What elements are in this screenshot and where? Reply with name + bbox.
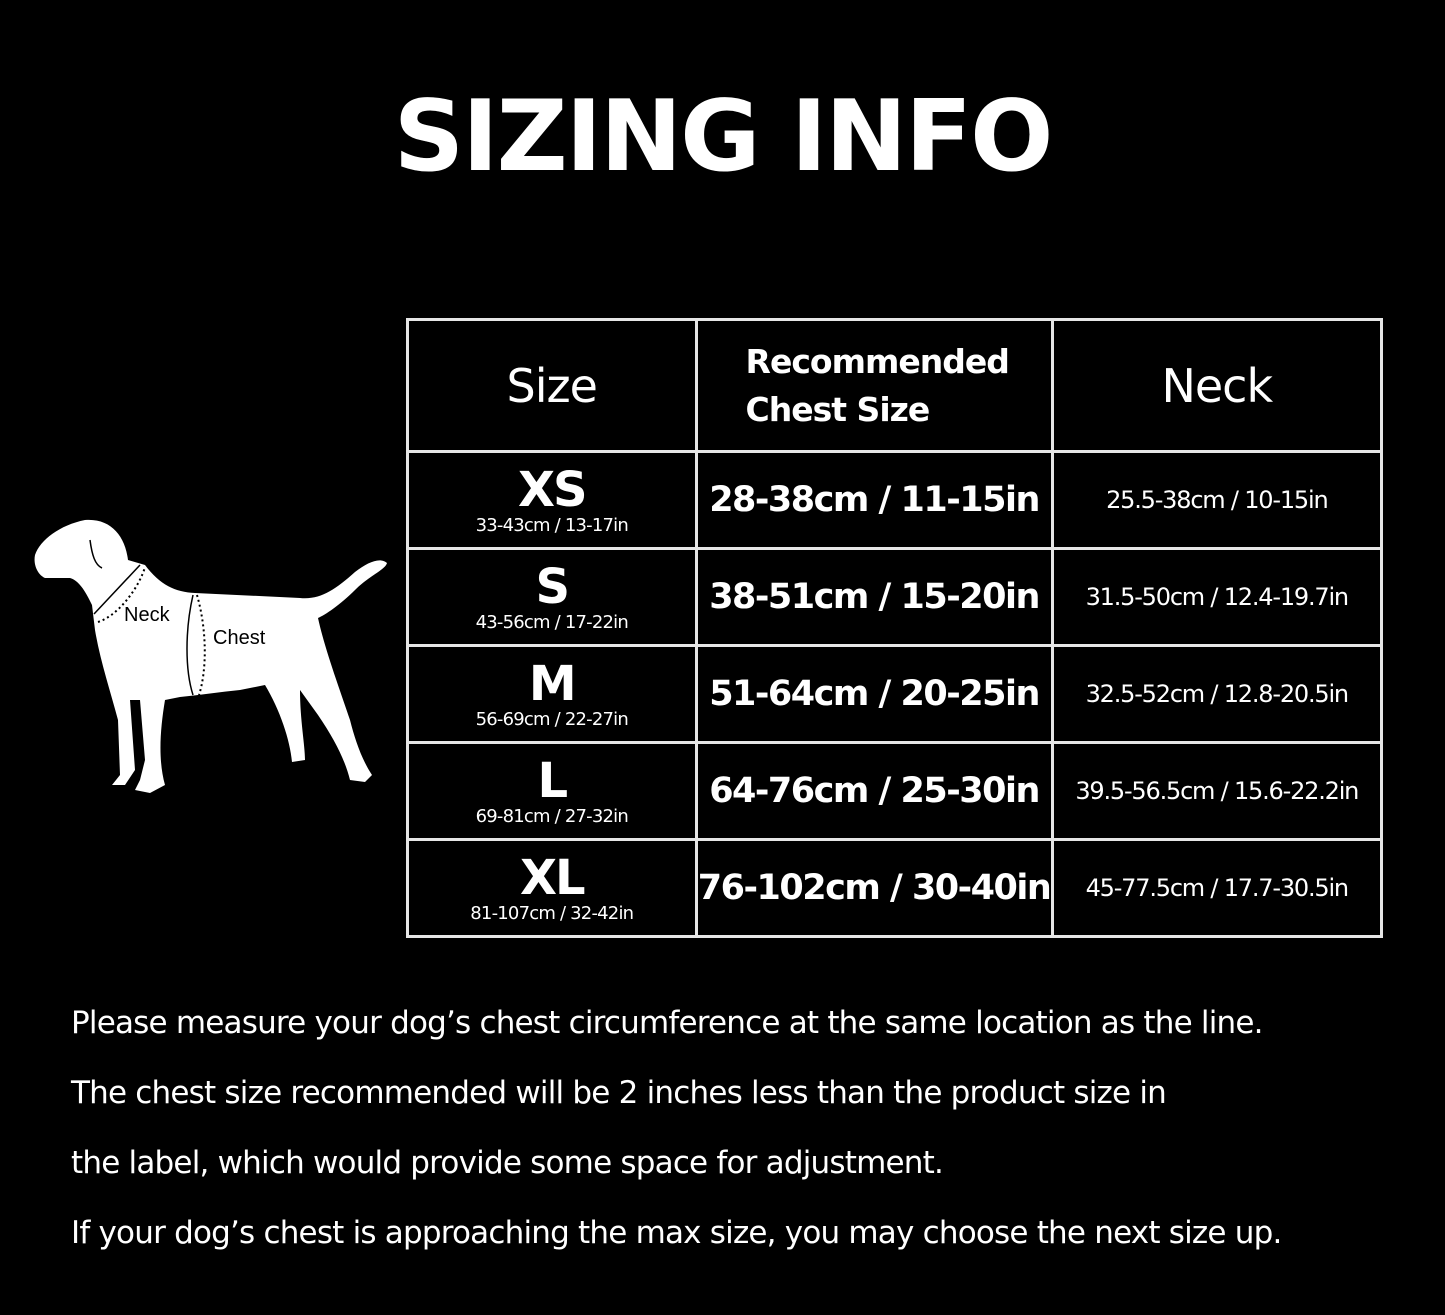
neck-label: Neck <box>124 604 171 626</box>
table-header-row: Size Recommended Chest Size Neck <box>406 317 1384 454</box>
size-cell: XL 81-107cm / 32-42in <box>406 838 698 938</box>
chest-cell: 51-64cm / 20-25in <box>694 644 1054 745</box>
neck-cell: 31.5-50cm / 12.4-19.7in <box>1050 547 1384 648</box>
table-row: XS 33-43cm / 13-17in 28-38cm / 11-15in 25… <box>406 450 1384 551</box>
size-table: Size Recommended Chest Size Neck XS 33-43… <box>406 317 1384 938</box>
table-row: M 56-69cm / 22-27in 51-64cm / 20-25in 32.… <box>406 644 1384 745</box>
note-line: Please measure your dog’s chest circumfe… <box>71 1005 1264 1041</box>
size-cell: S 43-56cm / 17-22in <box>406 547 698 648</box>
table-row: XL 81-107cm / 32-42in 76-102cm / 30-40in … <box>406 838 1384 938</box>
header-size: Size <box>406 317 698 454</box>
size-code: XS <box>517 461 588 518</box>
product-size: 56-69cm / 22-27in <box>475 708 629 730</box>
page-title: SIZING INFO <box>393 80 1054 194</box>
header-chest-line1: Recommended <box>745 341 1010 381</box>
chest-cell: 38-51cm / 15-20in <box>694 547 1054 648</box>
size-code: XL <box>519 849 586 906</box>
product-size: 81-107cm / 32-42in <box>470 902 634 924</box>
chest-cell: 64-76cm / 25-30in <box>694 741 1054 842</box>
neck-cell: 45-77.5cm / 17.7-30.5in <box>1050 838 1384 938</box>
table-row: S 43-56cm / 17-22in 38-51cm / 15-20in 31.… <box>406 547 1384 648</box>
note-line: If your dog’s chest is approaching the m… <box>71 1215 1282 1251</box>
chest-label: Chest <box>213 627 266 649</box>
measurement-notes: Please measure your dog’s chest circumfe… <box>71 1000 1282 1280</box>
chest-cell: 28-38cm / 11-15in <box>694 450 1054 551</box>
neck-cell: 39.5-56.5cm / 15.6-22.2in <box>1050 741 1384 842</box>
size-cell: XS 33-43cm / 13-17in <box>406 450 698 551</box>
header-chest: Recommended Chest Size <box>694 317 1054 454</box>
header-neck: Neck <box>1050 317 1384 454</box>
chest-cell: 76-102cm / 30-40in <box>694 838 1054 938</box>
size-code: M <box>528 655 577 712</box>
note-line: the label, which would provide some spac… <box>71 1145 944 1181</box>
header-chest-line2: Chest Size <box>745 389 931 429</box>
product-size: 69-81cm / 27-32in <box>475 805 629 827</box>
size-cell: L 69-81cm / 27-32in <box>406 741 698 842</box>
product-size: 43-56cm / 17-22in <box>475 611 629 633</box>
table-row: L 69-81cm / 27-32in 64-76cm / 25-30in 39.… <box>406 741 1384 842</box>
neck-line <box>93 564 141 615</box>
neck-cell: 32.5-52cm / 12.8-20.5in <box>1050 644 1384 745</box>
size-code: S <box>535 558 570 615</box>
product-size: 33-43cm / 13-17in <box>475 514 629 536</box>
dog-measurement-diagram: Neck Chest <box>34 519 388 793</box>
dog-silhouette <box>34 519 388 793</box>
neck-cell: 25.5-38cm / 10-15in <box>1050 450 1384 551</box>
chest-line <box>186 594 194 696</box>
size-code: L <box>537 752 568 809</box>
size-cell: M 56-69cm / 22-27in <box>406 644 698 745</box>
note-line: The chest size recommended will be 2 inc… <box>71 1075 1167 1111</box>
